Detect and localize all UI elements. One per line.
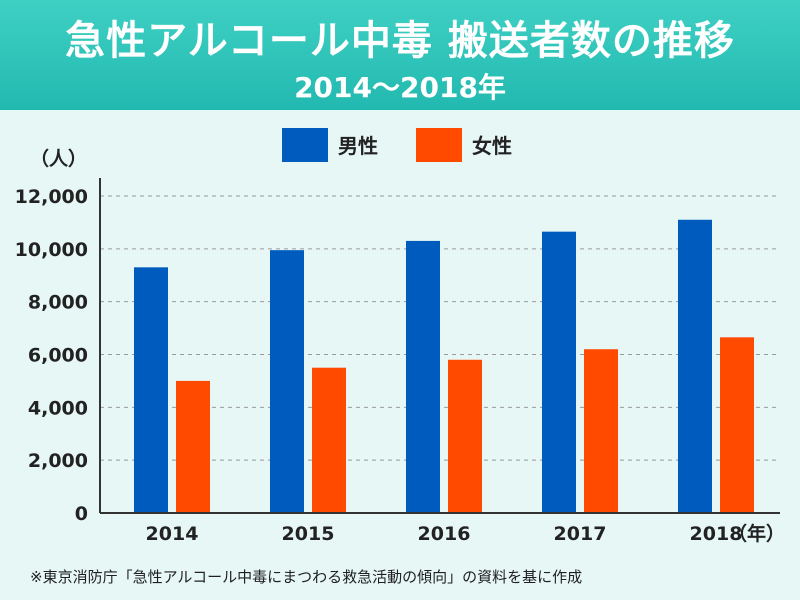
x-tick-label: 2016 [418, 523, 471, 545]
bar-male-2018 [678, 219, 712, 513]
y-tick-label: 10,000 [15, 239, 88, 261]
legend-swatch [282, 128, 328, 162]
x-tick-label: 2018 [690, 523, 743, 545]
y-tick-label: 0 [75, 503, 88, 525]
header-banner: 急性アルコール中毒 搬送者数の推移 2014〜2018年 [0, 0, 800, 110]
bar-male-2017 [542, 231, 576, 513]
bar-female-2017 [584, 349, 618, 513]
page-title: 急性アルコール中毒 搬送者数の推移 [65, 18, 735, 64]
bar-male-2016 [406, 240, 440, 514]
source-footnote: ※東京消防庁「急性アルコール中毒にまつわる救急活動の傾向」の資料を基に作成 [30, 568, 583, 586]
legend-label: 女性 [472, 134, 512, 158]
x-unit-label: （年） [728, 522, 785, 545]
legend-swatch [416, 128, 462, 162]
x-tick-label: 2015 [282, 523, 335, 545]
x-tick-label: 2017 [554, 523, 607, 545]
x-tick-label: 2014 [146, 523, 199, 545]
bar-male-2014 [134, 267, 168, 513]
bar-female-2016 [448, 359, 482, 513]
page-subtitle: 2014〜2018年 [294, 71, 506, 104]
y-tick-label: 6,000 [28, 345, 88, 367]
y-tick-label: 4,000 [28, 397, 88, 419]
bar-female-2014 [176, 380, 210, 513]
y-tick-label: 12,000 [15, 186, 88, 208]
bar-male-2015 [270, 250, 304, 513]
y-tick-label: 8,000 [28, 292, 88, 314]
y-tick-label: 2,000 [28, 450, 88, 472]
bar-female-2018 [720, 337, 754, 513]
legend-label: 男性 [338, 134, 378, 158]
bar-female-2015 [312, 367, 346, 513]
y-unit-label: （人） [30, 147, 87, 170]
